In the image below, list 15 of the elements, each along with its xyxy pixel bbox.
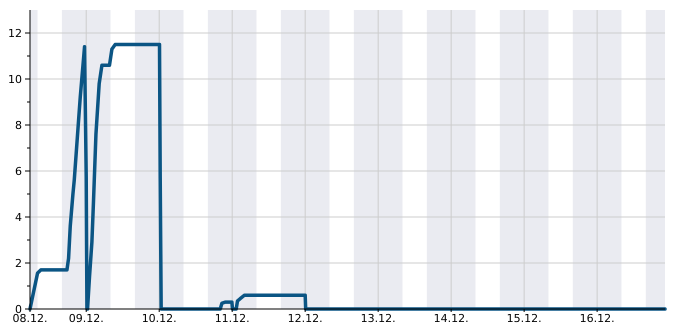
x-tick-label: 11.12. (214, 312, 250, 325)
y-tick-label: 6 (15, 164, 22, 178)
x-tick-label: 16.12. (580, 312, 615, 325)
x-tick-label: 09.12. (68, 312, 104, 325)
y-tick-label: 4 (15, 210, 22, 224)
x-tick-label: 08.12. (12, 312, 48, 325)
x-tick-label: 15.12. (506, 312, 542, 325)
y-tick-label: 2 (15, 256, 22, 270)
y-tick-label: 12 (8, 26, 22, 40)
x-tick-label: 10.12. (142, 312, 177, 325)
x-tick-label: 13.12. (360, 312, 396, 325)
x-tick-label: 12.12. (288, 312, 323, 325)
y-tick-label: 10 (8, 72, 22, 86)
x-tick-label: 14.12. (434, 312, 469, 325)
y-tick-label: 8 (15, 118, 22, 132)
